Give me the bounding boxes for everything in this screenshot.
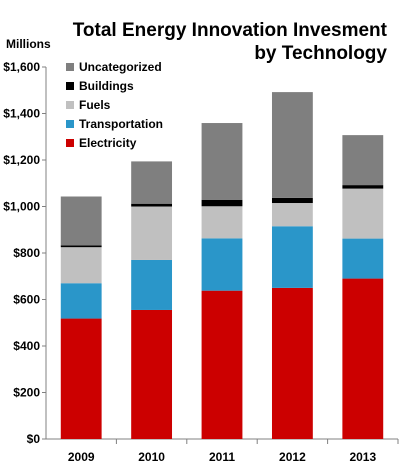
bar-uncategorized-2010 [131, 161, 173, 204]
bar-electricity-2011 [201, 290, 243, 439]
x-tick-label: 2013 [349, 450, 376, 464]
bar-transportation-2009 [60, 283, 102, 319]
y-tick-label: $1,200 [3, 153, 40, 167]
bar-uncategorized-2009 [60, 196, 102, 246]
y-tick-label: $1,000 [3, 200, 40, 214]
bar-uncategorized-2012 [271, 92, 313, 198]
bar-fuels-2013 [342, 188, 384, 239]
bar-uncategorized-2011 [201, 123, 243, 200]
bar-electricity-2012 [271, 287, 313, 439]
legend-swatch-buildings [66, 82, 74, 90]
bar-electricity-2013 [342, 278, 384, 439]
y-tick-label: $800 [13, 246, 40, 260]
legend-label-uncategorized: Uncategorized [79, 60, 162, 74]
y-tick-label: $0 [27, 432, 41, 446]
bar-buildings-2009 [60, 245, 102, 248]
bar-buildings-2010 [131, 203, 173, 207]
legend-label-buildings: Buildings [79, 79, 134, 93]
bar-uncategorized-2013 [342, 135, 384, 186]
bar-fuels-2009 [60, 247, 102, 284]
bar-transportation-2012 [271, 226, 313, 288]
x-tick-label: 2009 [68, 450, 95, 464]
bar-electricity-2009 [60, 318, 102, 439]
y-tick-label: $600 [13, 293, 40, 307]
y-tick-label: $200 [13, 386, 40, 400]
x-tick-label: 2011 [209, 450, 235, 464]
x-tick-label: 2010 [138, 450, 165, 464]
bar-buildings-2011 [201, 199, 243, 207]
chart-title-line-2: by Technology [254, 43, 387, 64]
legend-label-transportation: Transportation [79, 117, 163, 131]
legend-swatch-fuels [66, 101, 74, 109]
bar-transportation-2011 [201, 238, 243, 291]
legend-swatch-uncategorized [66, 63, 74, 71]
legend-label-electricity: Electricity [79, 136, 137, 150]
y-tick-label: $400 [13, 339, 40, 353]
y-tick-label: $1,600 [3, 60, 40, 74]
y-tick-label: $1,400 [3, 107, 40, 121]
chart-title-line-1: Total Energy Innovation Invesment [72, 20, 387, 41]
bar-transportation-2013 [342, 238, 384, 279]
bar-electricity-2010 [131, 309, 173, 439]
bar-fuels-2012 [271, 203, 313, 227]
bar-transportation-2010 [131, 259, 173, 310]
legend-swatch-transportation [66, 120, 74, 128]
bar-fuels-2010 [131, 206, 173, 260]
legend-label-fuels: Fuels [79, 98, 111, 112]
legend-swatch-electricity [66, 139, 74, 147]
x-tick-label: 2012 [279, 450, 306, 464]
bar-buildings-2013 [342, 185, 384, 189]
y-axis-units-label: Millions [6, 37, 51, 51]
bar-buildings-2012 [271, 197, 313, 204]
bar-fuels-2011 [201, 206, 243, 239]
